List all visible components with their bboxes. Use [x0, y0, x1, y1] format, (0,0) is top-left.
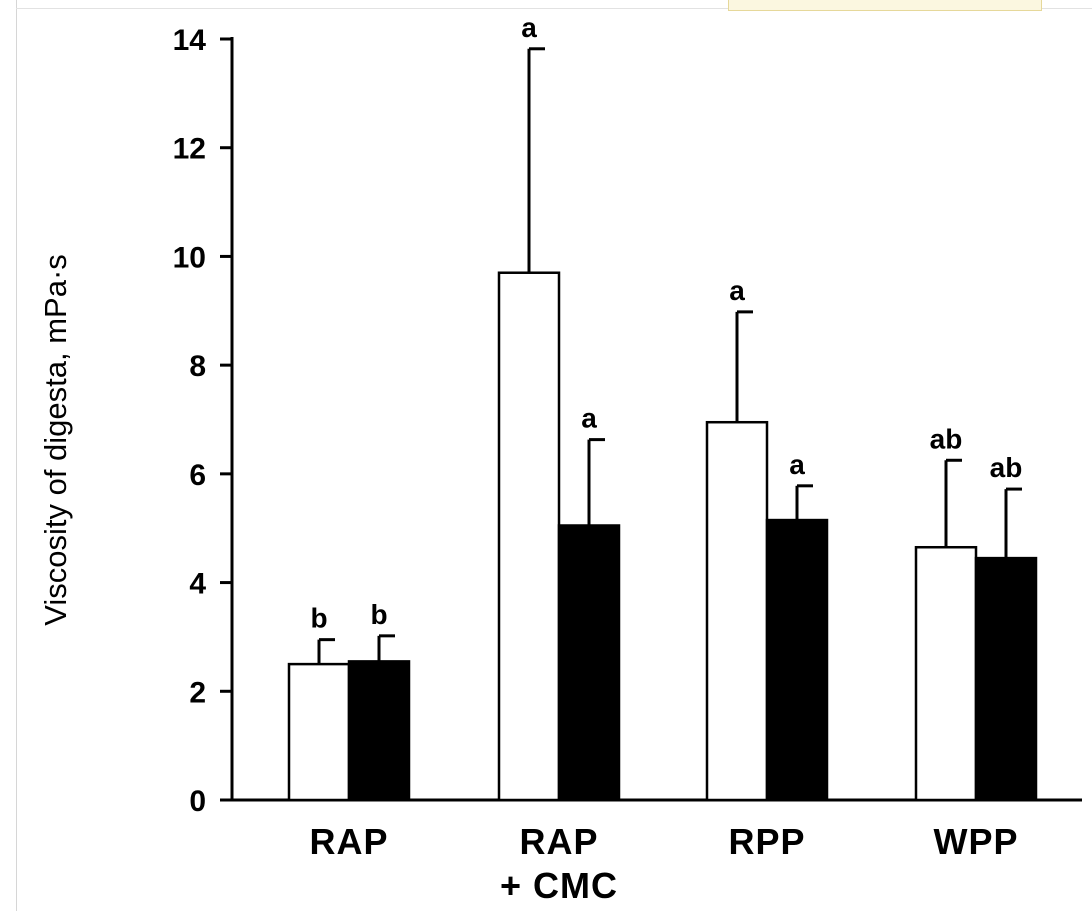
y-tick-label: 10	[173, 241, 206, 274]
significance-label: ab	[930, 423, 963, 454]
category-label: WPP	[933, 821, 1018, 862]
y-tick-label: 12	[173, 133, 206, 166]
y-tick-label: 2	[189, 676, 206, 709]
bar	[914, 545, 978, 802]
y-tick-label: 6	[189, 459, 206, 492]
bar	[705, 420, 769, 802]
y-tick-label: 8	[189, 350, 206, 383]
bars	[287, 271, 1038, 802]
significance-label: a	[729, 275, 745, 306]
bar	[557, 524, 621, 802]
significance-label: b	[310, 603, 327, 634]
y-tick-label: 14	[173, 24, 207, 57]
significance-labels: b a a ab b a a ab	[310, 12, 1022, 634]
significance-label: a	[789, 449, 805, 480]
significance-label: b	[370, 599, 387, 630]
y-tick-label: 4	[189, 568, 206, 601]
corner-highlight-box	[728, 0, 1042, 11]
y-tick-label: 0	[189, 785, 206, 818]
page-border-top	[16, 8, 1092, 9]
error-bars	[317, 47, 1022, 665]
significance-label: a	[581, 403, 597, 434]
significance-label: ab	[990, 452, 1023, 483]
category-label: RAP	[309, 821, 388, 862]
bar	[497, 271, 561, 802]
y-axis-title: Viscosity of digesta, mPa·s	[38, 254, 73, 626]
significance-label: a	[521, 12, 537, 43]
category-label: RPP	[728, 821, 805, 862]
bar	[765, 518, 829, 802]
category-label: RAP	[519, 821, 598, 862]
page-border-left	[16, 0, 17, 911]
bar	[287, 662, 351, 802]
bar	[347, 660, 411, 802]
y-axis-ticks: 0 2 4 6 8 10 12 14	[173, 24, 232, 818]
bar	[974, 556, 1038, 802]
category-label: + CMC	[500, 865, 618, 906]
